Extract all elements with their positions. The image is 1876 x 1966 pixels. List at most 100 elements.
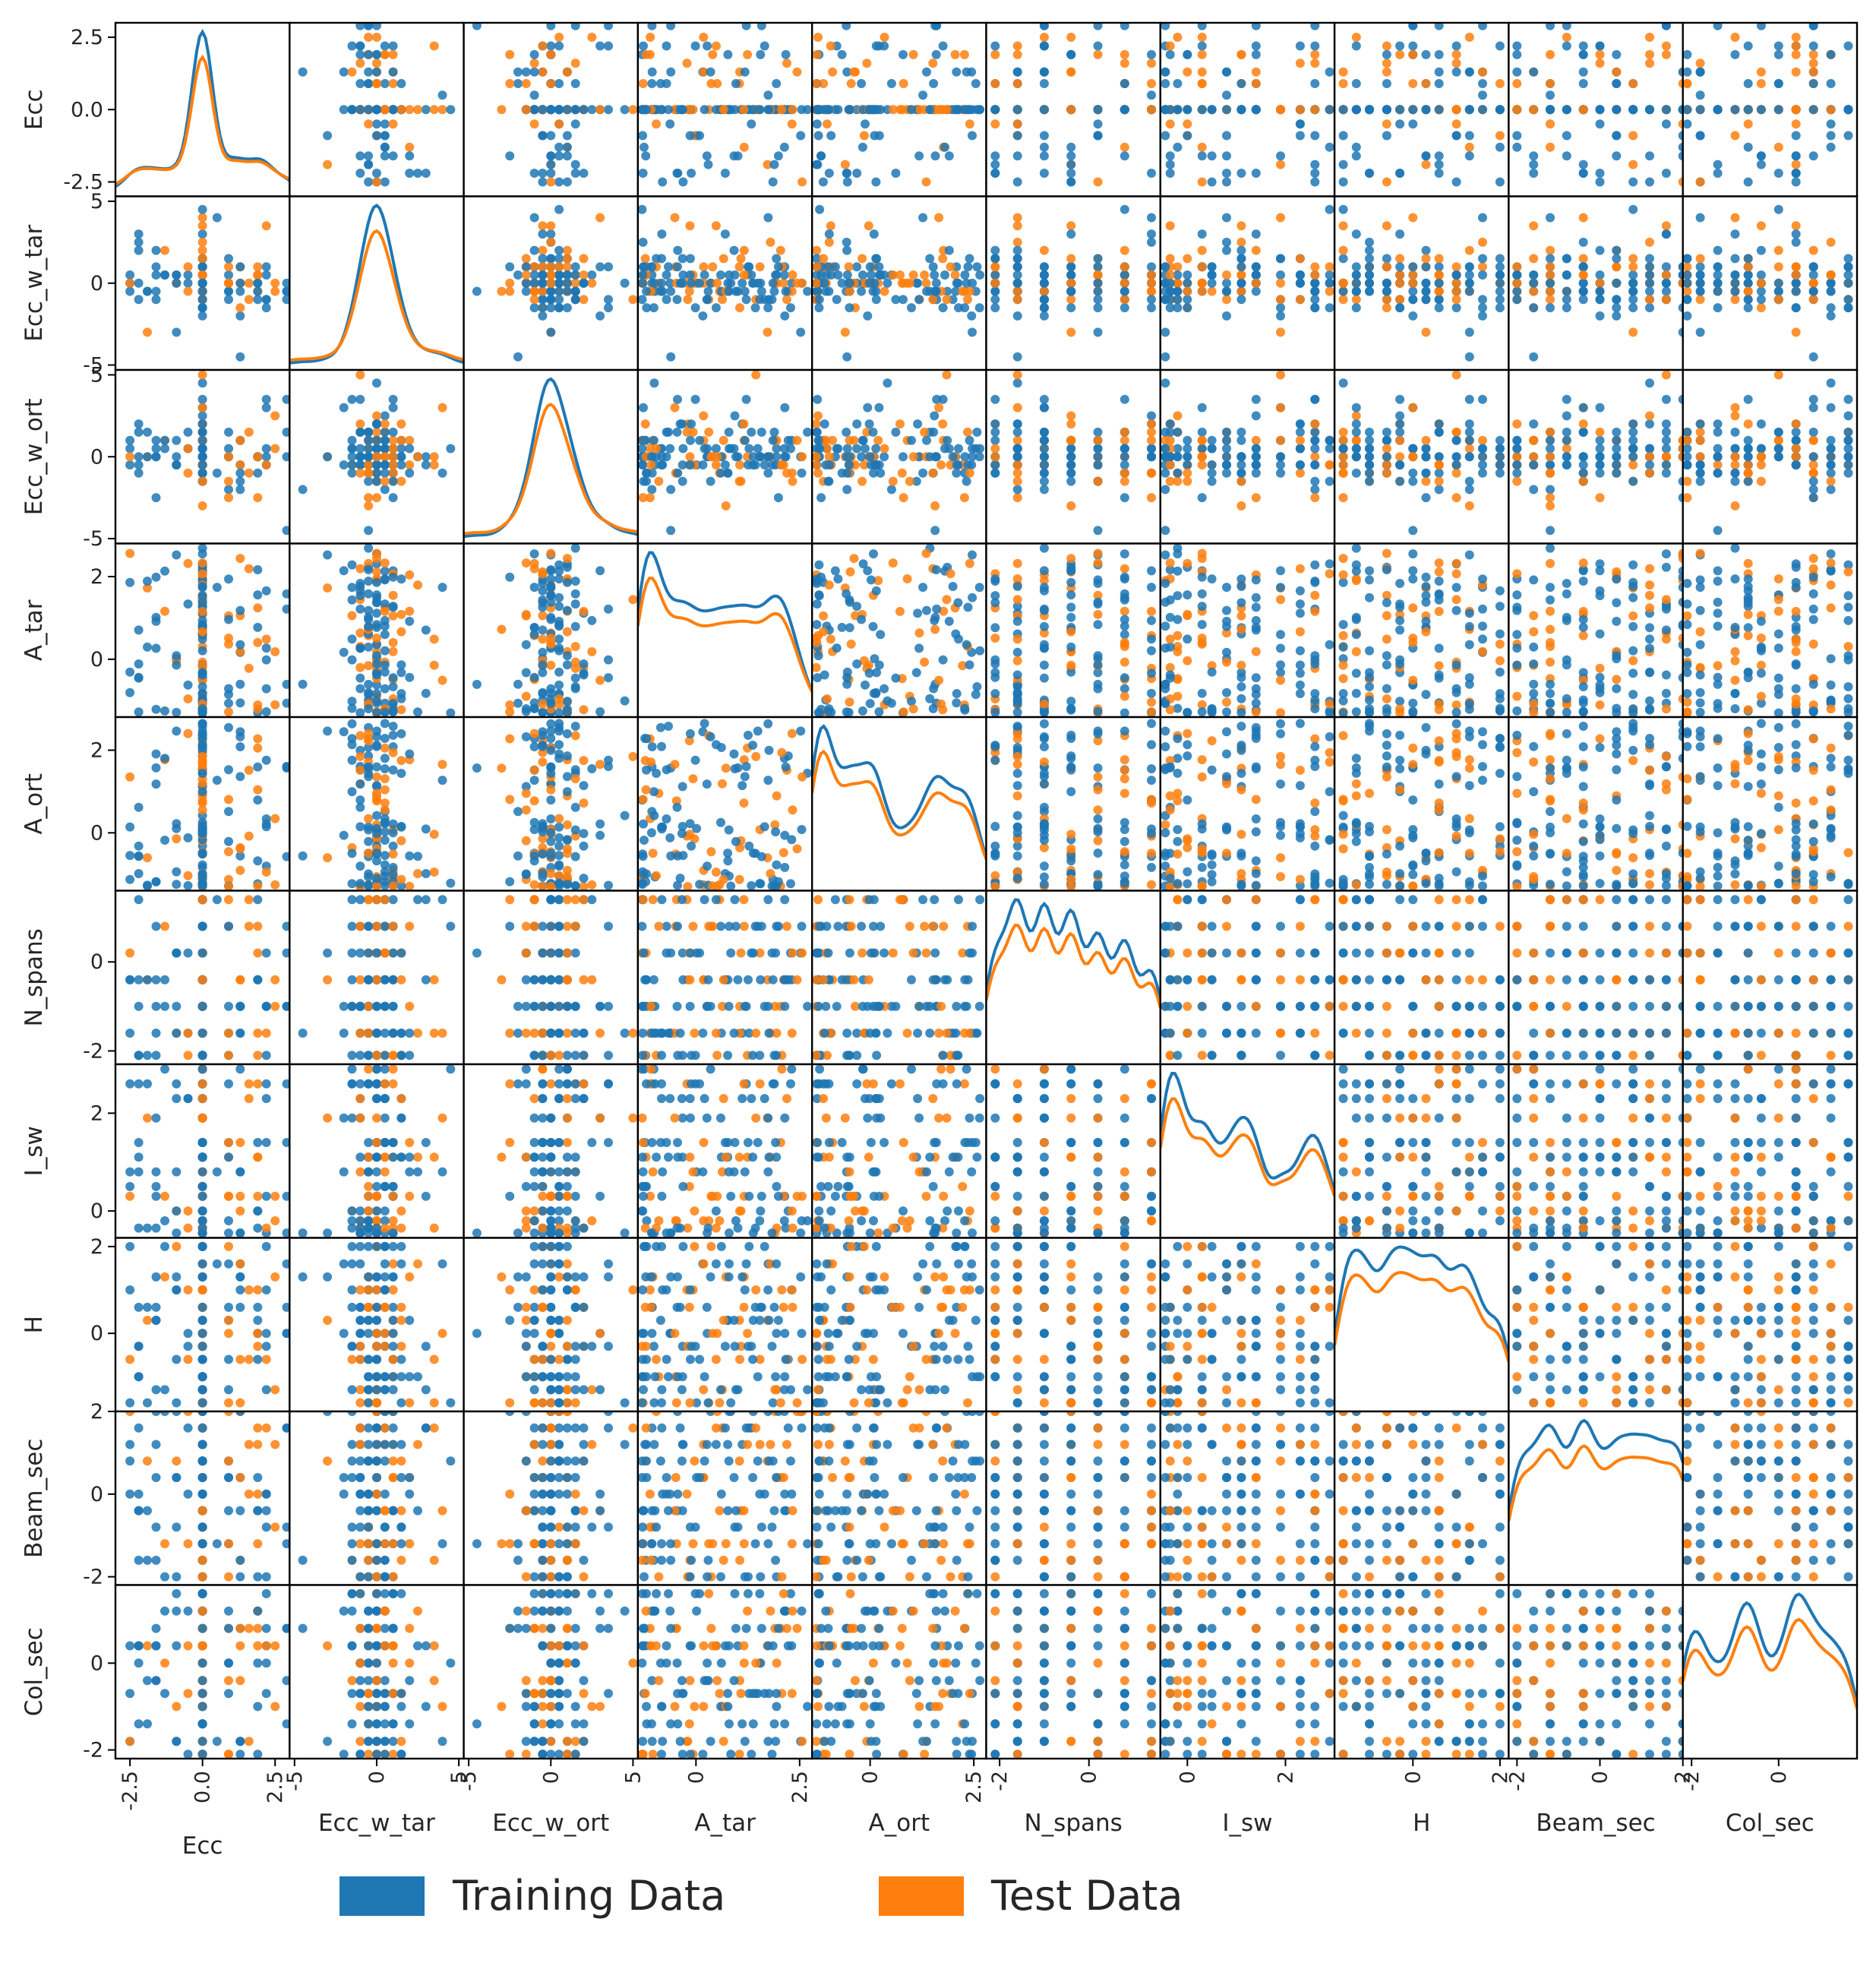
point-test bbox=[587, 33, 597, 42]
point-training bbox=[842, 672, 852, 682]
point-test bbox=[538, 262, 548, 272]
point-test bbox=[1678, 177, 1683, 187]
point-training bbox=[224, 270, 233, 280]
point-test bbox=[244, 295, 254, 305]
point-test bbox=[826, 221, 835, 231]
point-training bbox=[724, 286, 734, 296]
point-test bbox=[1512, 79, 1522, 88]
point-training bbox=[874, 707, 884, 716]
cell-Ecc_w_tar-vs-Ecc bbox=[114, 195, 291, 371]
point-training bbox=[918, 583, 928, 593]
point-test bbox=[1529, 286, 1539, 296]
point-training bbox=[1464, 278, 1474, 288]
point-test bbox=[1808, 278, 1818, 288]
cell-Ecc_w_ort-vs-Col_sec bbox=[1682, 368, 1859, 545]
point-training bbox=[197, 646, 207, 656]
point-training bbox=[638, 169, 648, 178]
point-training bbox=[1295, 419, 1305, 429]
point-training bbox=[197, 394, 207, 404]
point-test bbox=[888, 476, 898, 486]
point-test bbox=[1165, 221, 1175, 231]
point-training bbox=[1295, 41, 1305, 51]
point-test bbox=[1197, 452, 1207, 462]
point-training bbox=[1628, 286, 1638, 296]
point-training bbox=[355, 23, 365, 30]
point-test bbox=[197, 660, 207, 670]
point-test bbox=[197, 606, 207, 616]
cell-plot-area bbox=[1338, 370, 1505, 536]
point-test bbox=[197, 245, 207, 255]
point-test bbox=[1791, 419, 1801, 429]
point-training bbox=[1529, 169, 1539, 178]
point-test bbox=[1578, 105, 1588, 115]
point-training bbox=[700, 105, 709, 115]
point-training bbox=[1773, 452, 1783, 462]
point-test bbox=[405, 570, 415, 580]
point-training bbox=[1039, 142, 1049, 152]
point-training bbox=[521, 640, 531, 650]
point-training bbox=[1093, 23, 1103, 30]
point-test bbox=[253, 493, 263, 503]
point-training bbox=[1678, 131, 1683, 141]
point-training bbox=[143, 452, 152, 462]
point-training bbox=[355, 452, 365, 462]
point-training bbox=[172, 327, 182, 337]
point-training bbox=[769, 427, 779, 437]
point-training bbox=[355, 582, 365, 591]
point-training bbox=[364, 543, 374, 553]
point-training bbox=[388, 403, 398, 412]
point-training bbox=[1295, 270, 1305, 280]
point-training bbox=[1251, 444, 1261, 454]
point-training bbox=[1529, 419, 1539, 429]
point-training bbox=[1645, 303, 1654, 313]
point-test bbox=[429, 105, 439, 115]
point-training bbox=[372, 67, 381, 77]
point-training bbox=[261, 403, 271, 412]
point-training bbox=[538, 575, 548, 585]
point-test bbox=[1595, 427, 1605, 437]
point-test bbox=[1808, 58, 1818, 68]
point-training bbox=[1678, 270, 1683, 280]
point-test bbox=[244, 663, 254, 673]
point-training bbox=[1165, 160, 1175, 169]
point-training bbox=[1325, 476, 1334, 486]
point-training bbox=[687, 169, 696, 178]
point-training bbox=[538, 707, 548, 717]
point-training bbox=[852, 419, 862, 429]
point-test bbox=[505, 707, 515, 717]
point-training bbox=[1066, 642, 1076, 652]
point-test bbox=[766, 237, 775, 247]
point-test bbox=[1464, 444, 1474, 454]
point-test bbox=[1529, 105, 1539, 115]
point-test bbox=[396, 419, 406, 429]
point-test bbox=[1165, 460, 1175, 469]
point-training bbox=[1039, 403, 1049, 412]
point-training bbox=[1310, 23, 1320, 30]
point-training bbox=[197, 444, 207, 454]
point-training bbox=[1695, 286, 1705, 296]
point-training bbox=[554, 667, 564, 677]
point-training bbox=[1012, 254, 1022, 264]
point-training bbox=[673, 262, 682, 272]
point-test bbox=[812, 419, 821, 429]
point-training bbox=[1197, 23, 1207, 30]
point-training bbox=[695, 435, 705, 445]
cell-Ecc_w_ort-vs-I_sw bbox=[1159, 368, 1336, 545]
point-test bbox=[1678, 444, 1683, 454]
point-training bbox=[235, 352, 245, 362]
point-training bbox=[1730, 427, 1740, 437]
point-test bbox=[253, 704, 263, 714]
point-training bbox=[1120, 493, 1129, 503]
point-training bbox=[779, 270, 789, 280]
point-training bbox=[990, 468, 1000, 478]
point-training bbox=[842, 270, 852, 280]
point-training bbox=[529, 90, 539, 100]
point-training bbox=[869, 229, 879, 239]
point-training bbox=[1612, 303, 1622, 313]
point-test bbox=[1730, 295, 1740, 305]
point-training bbox=[665, 278, 675, 288]
point-training bbox=[546, 160, 556, 169]
point-test bbox=[942, 370, 952, 380]
point-test bbox=[1808, 67, 1818, 77]
point-test bbox=[1147, 105, 1156, 115]
